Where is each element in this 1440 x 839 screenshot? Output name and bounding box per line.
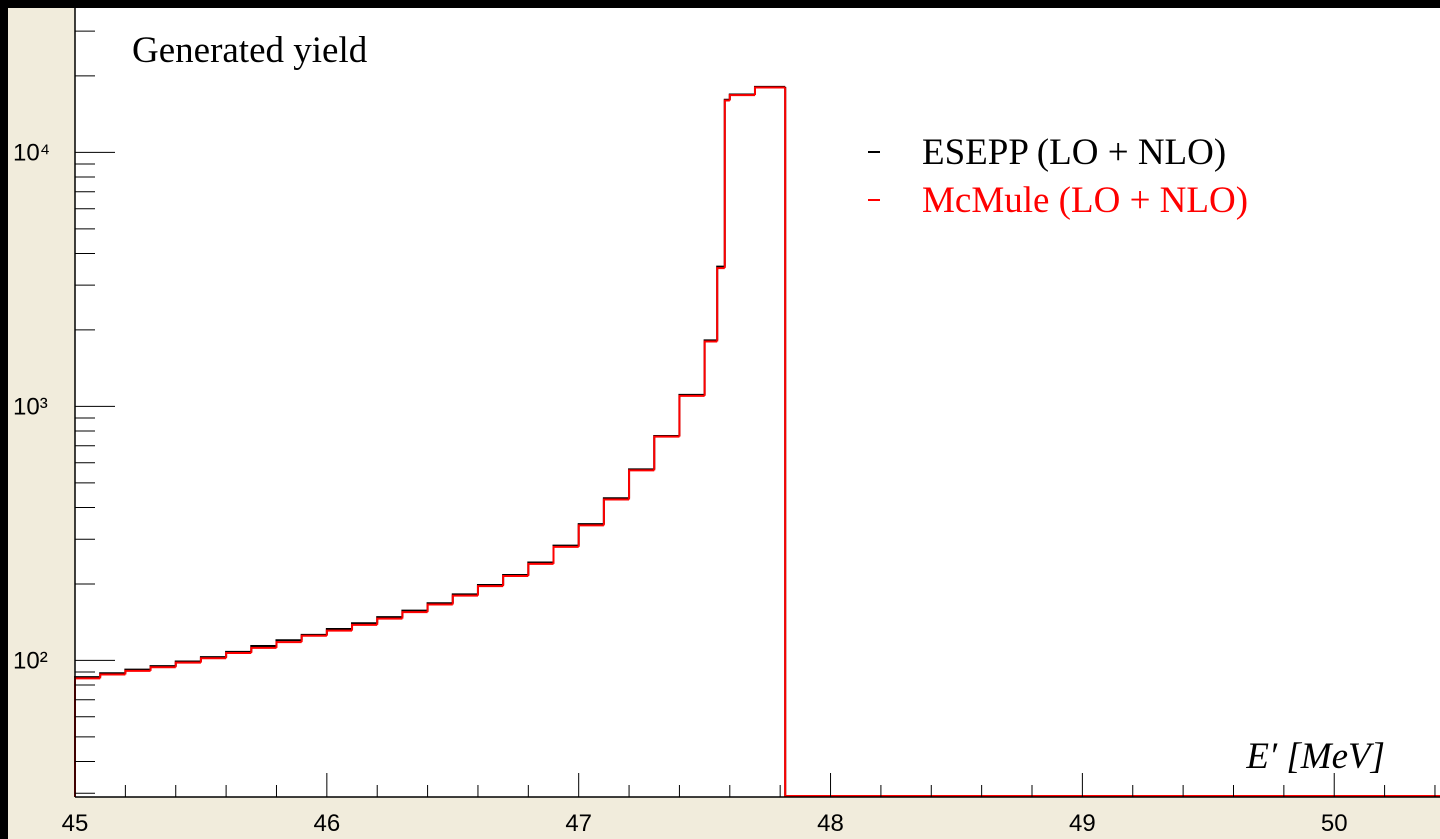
histogram-bin: [376, 617, 403, 625]
histogram-bin: [401, 611, 428, 619]
y-tick-label: 10³: [13, 393, 48, 420]
x-tick-label: 46: [313, 810, 340, 837]
legend-label: ESEPP (LO + NLO): [922, 132, 1226, 173]
chart-title: Generated yield: [132, 30, 368, 71]
histogram-bin: [653, 435, 680, 471]
histogram-bin: [325, 629, 353, 636]
histogram-outline: [784, 87, 1440, 797]
y-tick-label: 10⁴: [13, 139, 50, 166]
histogram-bin: [577, 524, 604, 547]
histogram-bin: [723, 99, 730, 269]
histogram-bin: [552, 545, 579, 564]
histogram-bin: [149, 666, 176, 671]
histogram-bin: [451, 594, 478, 605]
x-tick-label: 47: [565, 810, 592, 837]
histogram-bin: [728, 94, 755, 101]
x-tick-label: 45: [62, 810, 89, 837]
histogram-bin: [602, 498, 630, 526]
histogram-bin: [300, 634, 327, 643]
histogram-bin: [527, 562, 554, 576]
legend-label: McMule (LO + NLO): [922, 180, 1248, 221]
x-tick-label: 49: [1069, 810, 1096, 837]
histogram-bin: [703, 340, 718, 396]
histogram-bin: [124, 669, 151, 675]
histogram-bin: [250, 646, 277, 653]
x-axis-label: E′ [MeV]: [1245, 736, 1385, 777]
x-tick-label: 48: [817, 810, 844, 837]
plot-area: [75, 8, 1440, 797]
histogram-bin: [502, 574, 529, 587]
histogram-bin: [275, 641, 302, 648]
histogram-bin: [628, 469, 655, 500]
histogram-bin: [476, 585, 504, 596]
histogram-bin: [678, 394, 705, 437]
histogram-bin: [199, 657, 227, 663]
series: [74, 86, 1440, 797]
histogram-bin: [99, 673, 126, 679]
histogram-bin: [716, 267, 725, 342]
histogram-bin: [426, 603, 453, 613]
y-tick-label: 10²: [13, 647, 48, 674]
histogram-bin: [351, 623, 378, 631]
histogram-bin: [174, 661, 201, 668]
histogram-bin: [753, 86, 786, 96]
x-tick-label: 50: [1321, 810, 1348, 837]
histogram-bin: [225, 651, 252, 659]
